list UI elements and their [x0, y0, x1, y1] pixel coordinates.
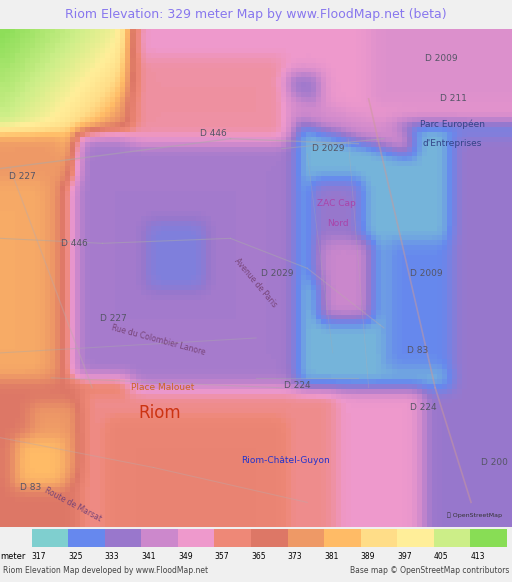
- Text: Avenue de Paris: Avenue de Paris: [233, 257, 279, 310]
- Text: 365: 365: [251, 552, 266, 560]
- Text: D 2029: D 2029: [261, 269, 293, 278]
- Bar: [397, 529, 434, 547]
- Text: Route de Marsat: Route de Marsat: [44, 486, 103, 524]
- Text: D 446: D 446: [200, 129, 226, 138]
- Text: Nord: Nord: [327, 219, 348, 228]
- Text: 325: 325: [68, 552, 83, 560]
- Text: 333: 333: [105, 552, 119, 560]
- Text: D 211: D 211: [440, 94, 467, 104]
- Bar: [251, 529, 288, 547]
- Text: 381: 381: [324, 552, 338, 560]
- Text: D 224: D 224: [284, 381, 311, 390]
- Text: d'Entreprises: d'Entreprises: [422, 139, 482, 148]
- Text: meter: meter: [0, 552, 26, 560]
- Bar: [215, 529, 251, 547]
- Text: 357: 357: [215, 552, 229, 560]
- Text: Riom-Châtel-Guyon: Riom-Châtel-Guyon: [241, 456, 329, 464]
- Text: 373: 373: [288, 552, 302, 560]
- Text: 349: 349: [178, 552, 193, 560]
- Text: 🔍 OpenStreetMap: 🔍 OpenStreetMap: [447, 513, 502, 519]
- Bar: [288, 529, 324, 547]
- Bar: [434, 529, 471, 547]
- Text: 317: 317: [32, 552, 46, 560]
- Text: D 2029: D 2029: [312, 144, 345, 153]
- Bar: [68, 529, 105, 547]
- Bar: [360, 529, 397, 547]
- Text: D 2009: D 2009: [410, 269, 442, 278]
- Text: D 2009: D 2009: [425, 55, 458, 63]
- Text: Place Malouet: Place Malouet: [131, 384, 194, 392]
- Bar: [141, 529, 178, 547]
- Text: 413: 413: [471, 552, 485, 560]
- Text: 397: 397: [397, 552, 412, 560]
- Text: 405: 405: [434, 552, 449, 560]
- Text: Riom Elevation Map developed by www.FloodMap.net: Riom Elevation Map developed by www.Floo…: [3, 566, 208, 575]
- Text: ZAC Cap: ZAC Cap: [317, 199, 356, 208]
- Text: D 83: D 83: [407, 346, 429, 355]
- Text: Rue du Colombier Lanore: Rue du Colombier Lanore: [110, 324, 206, 357]
- Text: D 83: D 83: [20, 483, 42, 492]
- Text: Riom Elevation: 329 meter Map by www.FloodMap.net (beta): Riom Elevation: 329 meter Map by www.Flo…: [65, 8, 447, 21]
- Text: D 200: D 200: [481, 458, 508, 467]
- Text: D 446: D 446: [61, 239, 88, 248]
- Bar: [471, 529, 507, 547]
- Bar: [178, 529, 215, 547]
- Text: D 227: D 227: [100, 314, 126, 322]
- Text: 341: 341: [141, 552, 156, 560]
- Text: D 227: D 227: [9, 172, 36, 180]
- Bar: [324, 529, 360, 547]
- Text: Riom: Riom: [138, 404, 181, 422]
- Text: D 224: D 224: [410, 403, 436, 412]
- Text: 389: 389: [360, 552, 375, 560]
- Text: Parc Européen: Parc Européen: [420, 119, 485, 129]
- Bar: [32, 529, 68, 547]
- Bar: [105, 529, 141, 547]
- Text: Base map © OpenStreetMap contributors: Base map © OpenStreetMap contributors: [350, 566, 509, 575]
